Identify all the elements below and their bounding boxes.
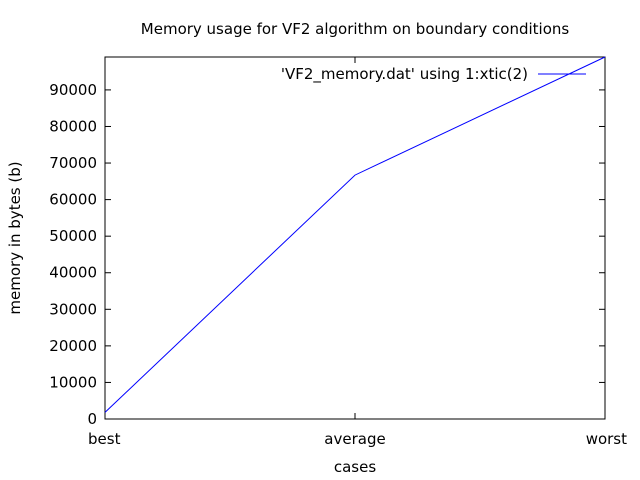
legend: 'VF2_memory.dat' using 1:xtic(2): [281, 65, 586, 84]
y-tick-label: 50000: [49, 227, 97, 245]
y-tick-label: 20000: [49, 337, 97, 355]
x-tick-label: worst: [586, 430, 627, 448]
series-layer: [104, 56, 606, 413]
plot-frame: [104, 56, 606, 420]
y-tick-label: 10000: [49, 373, 97, 391]
y-tick-label: 0: [87, 410, 97, 428]
y-axis-label: memory in bytes (b): [6, 161, 24, 314]
x-axis: best average worst: [88, 57, 627, 448]
chart-title: Memory usage for VF2 algorithm on bounda…: [141, 20, 570, 38]
x-axis-label: cases: [334, 458, 376, 476]
y-tick-label: 80000: [49, 117, 97, 135]
y-tick-label: 90000: [49, 81, 97, 99]
x-tick-label: best: [88, 430, 121, 448]
x-tick-label: average: [324, 430, 385, 448]
y-axis: 0 10000 20000 30000 40000 50000 60000 70000 8000…: [49, 81, 605, 428]
y-tick-label: 40000: [49, 264, 97, 282]
series-line: [104, 56, 606, 413]
y-tick-label: 70000: [49, 154, 97, 172]
legend-label: 'VF2_memory.dat' using 1:xtic(2): [281, 65, 528, 84]
y-tick-label: 60000: [49, 191, 97, 209]
y-tick-label: 30000: [49, 300, 97, 318]
